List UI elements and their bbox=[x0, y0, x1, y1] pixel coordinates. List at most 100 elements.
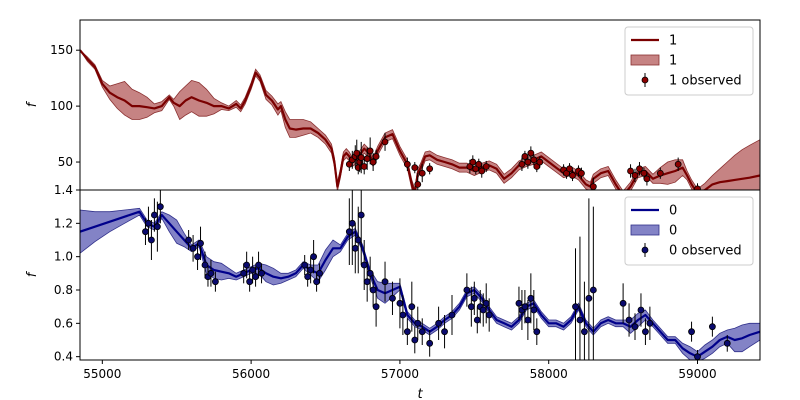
top-observed-marker bbox=[524, 158, 532, 166]
bottom-observed-point bbox=[631, 313, 639, 340]
bottom-observed-marker bbox=[258, 269, 265, 277]
bottom-observed-point bbox=[688, 321, 695, 342]
bottom-observed-marker bbox=[316, 269, 323, 277]
top-observed-point bbox=[578, 167, 585, 179]
bottom-observed-point bbox=[153, 201, 161, 252]
bottom-observed-marker bbox=[581, 328, 588, 336]
top-legend-band-swatch bbox=[630, 54, 660, 66]
bottom-y-tick-label: 0.6 bbox=[54, 316, 73, 330]
bottom-observed-point bbox=[246, 271, 254, 292]
top-uncertainty-band bbox=[80, 49, 760, 190]
top-legend-frame bbox=[624, 26, 754, 96]
bottom-observed-marker bbox=[470, 294, 478, 302]
bottom-observed-marker bbox=[589, 286, 597, 294]
bottom-observed-marker bbox=[467, 303, 475, 311]
top-observed-point bbox=[631, 168, 639, 183]
top-observed-point bbox=[426, 163, 434, 175]
top-observed-point bbox=[372, 149, 380, 164]
bottom-observed-point bbox=[207, 260, 215, 287]
bottom-observed-marker bbox=[576, 316, 584, 324]
bottom-observed-point bbox=[189, 235, 197, 262]
bottom-observed-marker bbox=[448, 311, 456, 319]
top-observed-marker bbox=[366, 147, 374, 155]
bottom-observed-marker bbox=[301, 261, 309, 269]
bottom-observed-marker bbox=[185, 236, 193, 244]
top-observed-point bbox=[527, 146, 535, 160]
bottom-plot-area bbox=[80, 190, 760, 360]
bottom-observed-point bbox=[212, 271, 219, 292]
bottom-observed-point bbox=[441, 315, 448, 349]
top-observed-marker bbox=[656, 169, 664, 177]
x-tick-label: 56000 bbox=[232, 367, 270, 381]
bottom-legend-label: 0 bbox=[669, 224, 677, 239]
bottom-observed-marker bbox=[207, 269, 215, 277]
bottom-observed-marker bbox=[426, 339, 434, 347]
bottom-observed-point bbox=[403, 318, 411, 345]
bottom-observed-marker bbox=[145, 219, 152, 227]
bottom-observed-marker bbox=[408, 303, 416, 311]
bottom-observed-marker bbox=[441, 328, 448, 336]
bottom-observed-point bbox=[625, 303, 633, 337]
bottom-legend-entry: 0 observed bbox=[641, 243, 742, 259]
top-observed-point bbox=[627, 164, 634, 178]
top-legend-marker-swatch bbox=[641, 76, 649, 84]
bottom-observed-point bbox=[357, 190, 365, 265]
bottom-observed-marker bbox=[485, 311, 493, 319]
bottom-observed-marker bbox=[723, 339, 731, 347]
bottom-observed-marker bbox=[708, 323, 716, 331]
bottom-y-tick-label: 1.2 bbox=[54, 216, 73, 230]
top-observed-point bbox=[640, 167, 648, 179]
top-observed-marker bbox=[566, 165, 573, 173]
top-observed-point bbox=[414, 173, 422, 190]
bottom-observed-marker bbox=[637, 306, 645, 314]
bottom-observed-marker bbox=[403, 328, 411, 336]
top-observed-point bbox=[418, 164, 426, 183]
top-legend: 1 1 1 observed bbox=[624, 26, 754, 96]
bottom-observed-point bbox=[156, 190, 164, 224]
top-observed-point bbox=[478, 164, 486, 178]
bottom-observed-marker bbox=[585, 294, 593, 302]
bottom-observed-point bbox=[313, 271, 320, 292]
bottom-observed-point bbox=[448, 295, 456, 335]
top-observed-point bbox=[518, 157, 526, 171]
bottom-observed-point bbox=[399, 295, 407, 335]
bottom-legend-band-swatch bbox=[630, 224, 660, 236]
top-observed-marker bbox=[518, 160, 526, 168]
top-observed-point bbox=[674, 157, 682, 171]
top-observed-point bbox=[411, 162, 419, 174]
bottom-observed-marker bbox=[530, 306, 538, 314]
top-observed-point bbox=[360, 158, 368, 175]
top-observed-marker bbox=[636, 165, 643, 173]
top-observed-marker bbox=[363, 155, 371, 163]
bottom-observed-marker bbox=[619, 299, 627, 307]
top-observed-marker bbox=[418, 169, 426, 177]
top-observed-point bbox=[475, 158, 483, 170]
bottom-observed-point bbox=[372, 286, 380, 327]
bottom-observed-point bbox=[585, 198, 593, 360]
bottom-y-tick-label: 1.0 bbox=[54, 250, 73, 264]
bottom-observed-marker bbox=[150, 211, 158, 219]
top-legend-label: 1 bbox=[669, 34, 677, 49]
top-panel: 50 100 150 f 1 1 1 observed bbox=[25, 19, 761, 191]
bottom-observed-point bbox=[482, 283, 490, 324]
bottom-observed-marker bbox=[345, 228, 353, 236]
top-observed-marker bbox=[530, 156, 538, 164]
bottom-legend: 0 0 0 observed bbox=[624, 196, 754, 266]
bottom-observed-marker bbox=[463, 286, 471, 294]
bottom-observed-marker bbox=[243, 261, 251, 269]
bottom-observed-point bbox=[470, 281, 478, 315]
top-observed-point bbox=[530, 154, 538, 166]
bottom-observed-marker bbox=[304, 273, 312, 281]
top-observed-point bbox=[656, 167, 664, 179]
top-y-tick-label: 100 bbox=[50, 99, 73, 113]
top-observed-point bbox=[636, 162, 643, 176]
top-legend-entry: 1 observed bbox=[641, 73, 742, 89]
bottom-observed-marker bbox=[411, 336, 419, 344]
x-ticks: 55000 56000 57000 58000 59000 bbox=[83, 360, 717, 381]
bottom-observed-marker bbox=[246, 278, 254, 286]
bottom-observed-marker bbox=[625, 316, 633, 324]
bottom-observed-marker bbox=[142, 228, 149, 236]
bottom-observed-point bbox=[515, 286, 523, 320]
top-observed-marker bbox=[357, 154, 365, 161]
